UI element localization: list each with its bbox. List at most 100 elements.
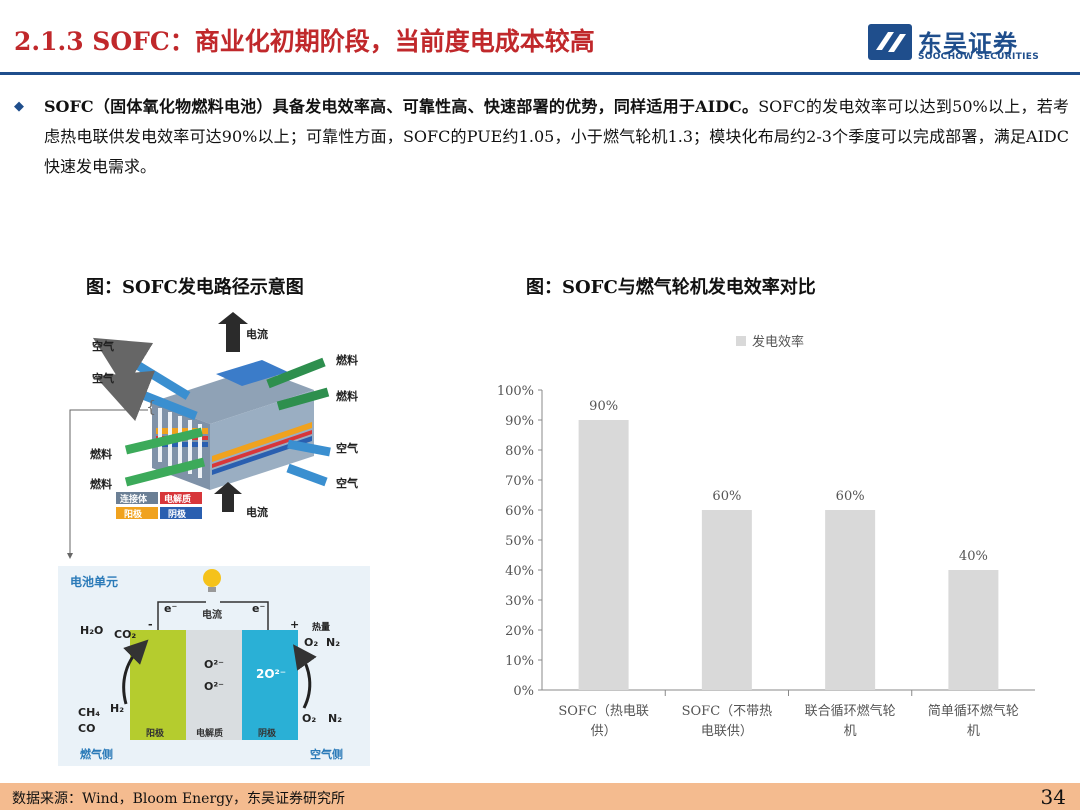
y-tick-label: 0% — [513, 684, 534, 699]
zoom-connector — [67, 409, 148, 559]
electron-left: e⁻ — [164, 602, 177, 615]
page-number: 34 — [1040, 785, 1066, 809]
bar — [948, 570, 999, 690]
efficiency-bar-chart: 发电效率 0% 10% 20% 30% 40% 50% 60% 70% 80% 90% 100% 90%… — [480, 320, 1060, 760]
h2o-label: H₂O — [80, 624, 103, 637]
y-tick-label: 10% — [505, 654, 534, 669]
bar — [825, 510, 876, 690]
page-title: 2.1.3 SOFC：商业化初期阶段，当前度电成本较高 — [14, 27, 595, 56]
fuel-arrow-l2-icon — [124, 457, 206, 487]
o2-top-label: O₂ — [304, 636, 318, 649]
ch4-label: CH₄ — [78, 706, 100, 719]
legend-cathode: 阴极 — [168, 508, 187, 520]
source-note: 数据来源：Wind，Bloom Energy，东吴证券研究所 — [12, 791, 346, 807]
zoom-bracket: { — [146, 397, 156, 416]
intro-normal-text: SOFC的发电效率可以达到50%以上，若考虑热电联供发电效率可达90%以上；可靠… — [44, 97, 1069, 176]
y-tick-label: 90% — [505, 414, 534, 429]
x-tick-label: 机 — [844, 724, 857, 739]
o2-ion-1: O²⁻ — [204, 658, 224, 671]
x-tick-label: 电联供） — [701, 724, 753, 739]
fuel-side-label: 燃气侧 — [79, 747, 113, 761]
air-arrow-r1-icon — [287, 439, 331, 457]
y-tick-label: 20% — [505, 624, 534, 639]
intro-bold-text: SOFC（固体氧化物燃料电池）具备发电效率高、可靠性高、快速部署的优势，同样适用… — [44, 97, 759, 116]
o2-bottom-label: O₂ — [302, 712, 316, 725]
minus-sign: - — [148, 618, 153, 631]
data-label: 40% — [959, 549, 988, 564]
n2-bottom-label: N₂ — [328, 712, 342, 725]
intro-paragraph: ◆ SOFC（固体氧化物燃料电池）具备发电效率高、可靠性高、快速部署的优势，同样… — [14, 92, 1069, 182]
fuel-arrow-r1-icon — [266, 357, 326, 389]
anode-block — [130, 630, 186, 740]
sofc-path-diagram: 电流 空气 空气 燃料 燃料 燃料 燃料 — [56, 312, 386, 772]
air-arrow-r2-icon — [286, 463, 328, 487]
cell-current-label: 电流 — [202, 608, 222, 621]
company-logo: 东吴证券 SOOCHOW SECURITIES — [868, 22, 1068, 66]
x-tick-label: 简单循环燃气轮 — [928, 703, 1019, 719]
legend-anode: 阳极 — [124, 508, 143, 520]
cathode-label: 阴极 — [258, 727, 277, 739]
label-fuel-r1: 燃料 — [335, 353, 358, 367]
x-tick-label: 机 — [967, 724, 980, 739]
fuel-arrow-l1-icon — [124, 427, 204, 455]
y-tick-label: 60% — [505, 504, 534, 519]
o2-ion-3: 2O²⁻ — [256, 667, 286, 681]
sofc-diagram-svg: 电流 空气 空气 燃料 燃料 燃料 燃料 — [58, 312, 370, 766]
header-divider — [0, 72, 1080, 75]
air-flow-arrow-icon — [293, 644, 317, 709]
y-tick-label: 30% — [505, 594, 534, 609]
co-label: CO — [78, 722, 95, 735]
o2-ion-2: O²⁻ — [204, 680, 224, 693]
anode-label: 阳极 — [146, 727, 165, 739]
y-tick-label: 50% — [505, 534, 534, 549]
y-tick-label: 40% — [505, 564, 534, 579]
plus-sign: + — [290, 618, 299, 631]
soochow-logo-icon — [868, 24, 912, 60]
bar — [578, 420, 629, 690]
intro-text: SOFC（固体氧化物燃料电池）具备发电效率高、可靠性高、快速部署的优势，同样适用… — [14, 92, 1069, 182]
heat-label: 热量 — [312, 621, 330, 633]
label-air-2: 空气 — [92, 371, 114, 385]
label-air-r2: 空气 — [336, 476, 358, 490]
x-tick-label: SOFC（热电联 — [558, 704, 649, 719]
label-fuel-l1: 燃料 — [89, 447, 112, 461]
co2-label: CO₂ — [114, 628, 136, 641]
y-tick-label: 70% — [505, 474, 534, 489]
bar — [701, 510, 752, 690]
x-tick-label: 联合循环燃气轮 — [805, 703, 896, 719]
legend-electrolyte: 电解质 — [164, 493, 191, 505]
light-bulb-icon — [203, 569, 221, 587]
logo-english-text: SOOCHOW SECURITIES — [918, 52, 1039, 62]
legend-swatch — [736, 336, 746, 346]
right-figure-title: 图：SOFC与燃气轮机发电效率对比 — [526, 277, 816, 298]
label-fuel-r2: 燃料 — [335, 389, 358, 403]
legend-label: 发电效率 — [752, 334, 804, 350]
label-air-r1: 空气 — [336, 441, 358, 455]
left-figure-title: 图：SOFC发电路径示意图 — [86, 277, 304, 298]
label-fuel-l2: 燃料 — [89, 477, 112, 491]
data-label: 60% — [836, 489, 865, 504]
cell-unit-title: 电池单元 — [70, 574, 118, 589]
legend-interconnect: 连接体 — [120, 493, 148, 505]
logo-chinese-text: 东吴证券 — [918, 30, 1018, 58]
current-up-arrow-icon — [218, 312, 248, 352]
slide-header: 2.1.3 SOFC：商业化初期阶段，当前度电成本较高 东吴证券 SOOCHOW… — [0, 0, 1080, 75]
h2-label: H₂ — [110, 702, 124, 715]
electron-right: e⁻ — [252, 602, 265, 615]
current-up-arrow-bottom-icon — [214, 482, 242, 512]
air-arrow-2-icon — [94, 370, 198, 422]
x-tick-label: SOFC（不带热 — [682, 704, 773, 719]
electrolyte-label: 电解质 — [196, 727, 223, 739]
air-side-label: 空气侧 — [310, 747, 343, 761]
fuel-flow-arrow-icon — [122, 639, 149, 705]
label-bottom-current: 电流 — [246, 505, 268, 519]
data-label: 90% — [589, 399, 618, 414]
data-label: 60% — [712, 489, 741, 504]
slide-footer: 数据来源：Wind，Bloom Energy，东吴证券研究所 34 — [0, 783, 1080, 810]
x-tick-label: 供） — [591, 724, 617, 739]
electrolyte-block — [186, 630, 242, 740]
cathode-block — [242, 630, 298, 740]
label-top-current: 电流 — [246, 327, 268, 341]
label-air-1: 空气 — [92, 339, 114, 353]
fuel-arrow-r2-icon — [276, 387, 330, 411]
